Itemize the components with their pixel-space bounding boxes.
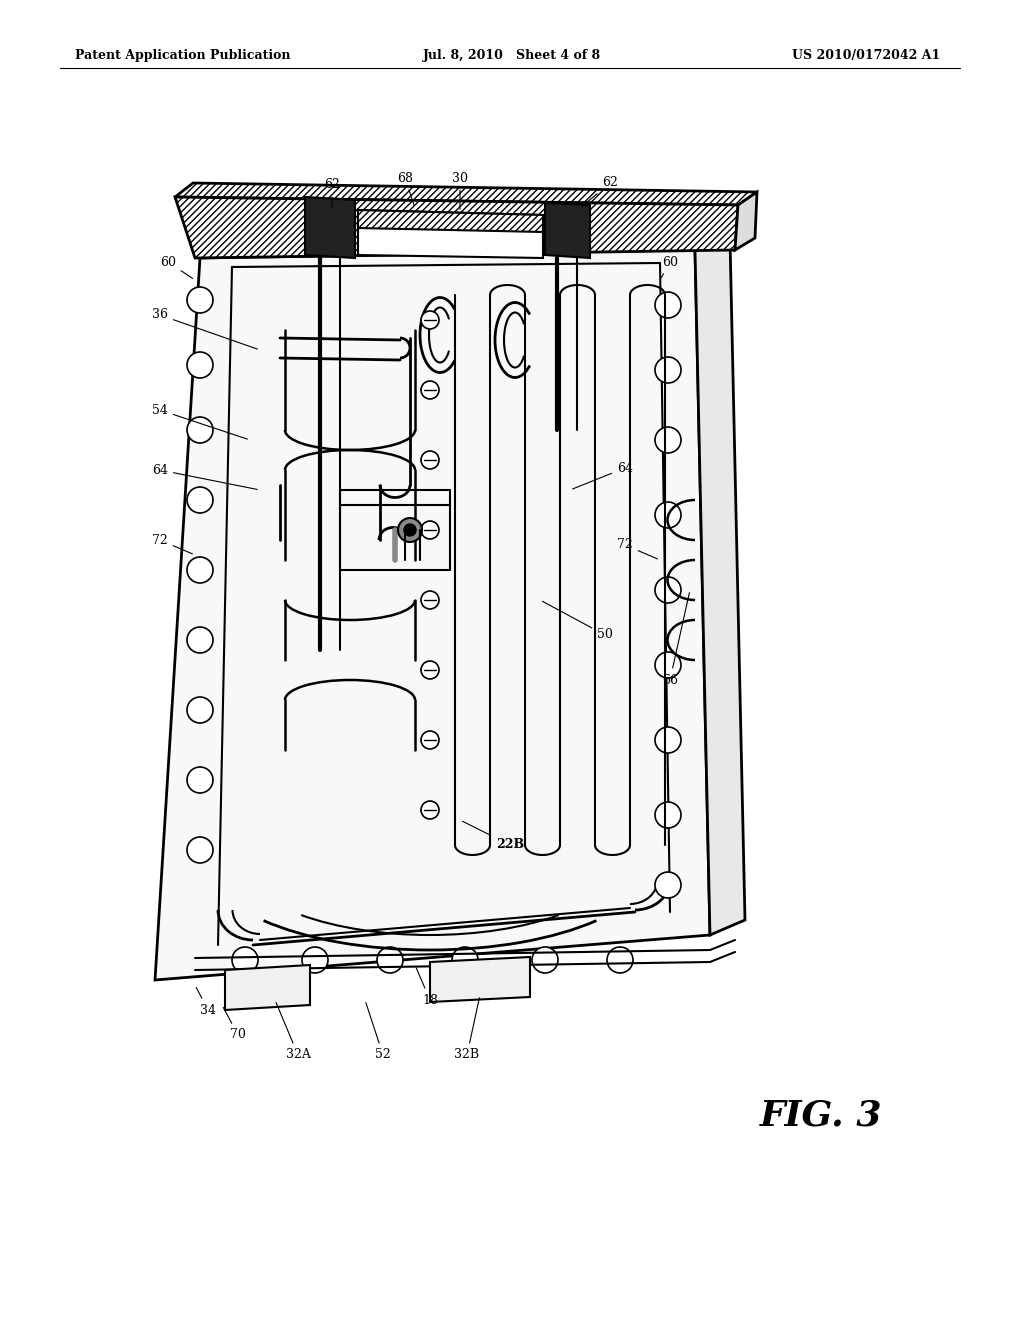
Polygon shape	[358, 210, 543, 232]
Circle shape	[421, 731, 439, 748]
Polygon shape	[695, 240, 745, 935]
Circle shape	[187, 557, 213, 583]
Circle shape	[187, 286, 213, 313]
Text: 60: 60	[662, 256, 678, 277]
Polygon shape	[430, 957, 530, 1002]
Polygon shape	[175, 197, 738, 257]
Text: 34: 34	[197, 987, 216, 1016]
Text: 54: 54	[152, 404, 248, 440]
Text: 66: 66	[662, 593, 689, 686]
Circle shape	[655, 873, 681, 898]
Text: Jul. 8, 2010   Sheet 4 of 8: Jul. 8, 2010 Sheet 4 of 8	[423, 49, 601, 62]
Circle shape	[421, 521, 439, 539]
Circle shape	[655, 426, 681, 453]
Circle shape	[187, 837, 213, 863]
Polygon shape	[155, 249, 710, 979]
Circle shape	[655, 292, 681, 318]
Polygon shape	[735, 191, 757, 249]
Polygon shape	[175, 183, 757, 205]
Circle shape	[398, 517, 422, 543]
Circle shape	[421, 591, 439, 609]
Text: 60: 60	[160, 256, 193, 279]
Text: 32A: 32A	[276, 1003, 310, 1061]
Circle shape	[377, 946, 403, 973]
Circle shape	[187, 487, 213, 513]
Text: FIG. 3: FIG. 3	[760, 1098, 883, 1133]
Text: 52: 52	[366, 1003, 391, 1061]
Text: Patent Application Publication: Patent Application Publication	[75, 49, 291, 62]
Circle shape	[452, 946, 478, 973]
Circle shape	[655, 652, 681, 678]
Text: 72: 72	[617, 539, 657, 558]
Circle shape	[655, 577, 681, 603]
Circle shape	[421, 801, 439, 818]
Text: 32B: 32B	[455, 998, 479, 1061]
Polygon shape	[225, 965, 310, 1010]
Text: 30: 30	[452, 172, 468, 210]
Circle shape	[421, 312, 439, 329]
Circle shape	[421, 661, 439, 678]
Circle shape	[187, 417, 213, 444]
Circle shape	[232, 946, 258, 973]
Text: 18: 18	[416, 968, 438, 1006]
Text: 70: 70	[223, 1007, 246, 1041]
Text: 68: 68	[397, 172, 414, 206]
Text: 72: 72	[153, 533, 193, 554]
Circle shape	[421, 451, 439, 469]
Polygon shape	[545, 203, 590, 257]
Text: 50: 50	[543, 602, 613, 642]
Circle shape	[655, 356, 681, 383]
Circle shape	[187, 352, 213, 378]
Text: 62: 62	[324, 178, 340, 207]
Text: 62: 62	[582, 177, 617, 206]
Circle shape	[187, 627, 213, 653]
Circle shape	[187, 767, 213, 793]
Text: 64: 64	[152, 463, 257, 490]
Text: 64: 64	[572, 462, 633, 488]
Circle shape	[607, 946, 633, 973]
Text: 22B: 22B	[463, 821, 524, 851]
Text: 36: 36	[152, 309, 257, 348]
Circle shape	[655, 727, 681, 752]
Circle shape	[404, 524, 416, 536]
Text: US 2010/0172042 A1: US 2010/0172042 A1	[792, 49, 940, 62]
Polygon shape	[358, 210, 543, 257]
Circle shape	[655, 803, 681, 828]
Circle shape	[187, 697, 213, 723]
Circle shape	[302, 946, 328, 973]
Polygon shape	[305, 197, 355, 257]
Circle shape	[655, 502, 681, 528]
Circle shape	[421, 381, 439, 399]
Circle shape	[532, 946, 558, 973]
